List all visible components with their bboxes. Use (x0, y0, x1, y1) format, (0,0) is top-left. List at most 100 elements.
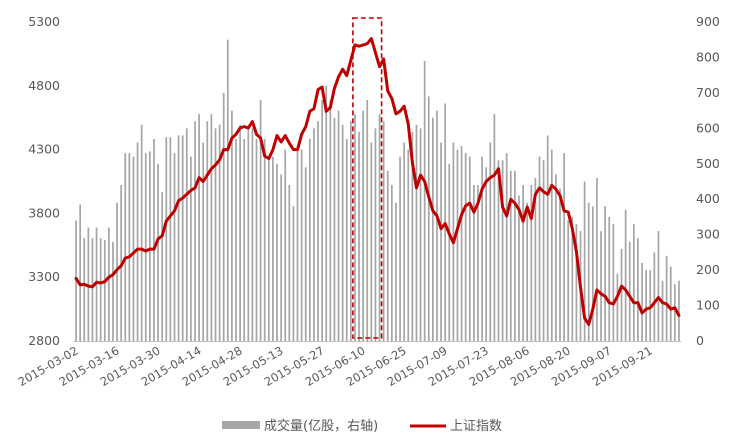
volume-bar (226, 39, 229, 341)
volume-bar (526, 202, 529, 341)
volume-bar (87, 227, 90, 341)
volume-bar (263, 138, 266, 341)
volume-bar (112, 241, 114, 341)
volume-bar (222, 92, 225, 341)
y-right-tick-label: 0 (696, 333, 704, 348)
volume-bar (239, 124, 241, 341)
volume-bar (382, 121, 385, 342)
y-left-tick-label: 2800 (28, 333, 60, 348)
volume-bar (399, 156, 401, 341)
volume-bar (559, 188, 561, 341)
volume-bar (587, 202, 590, 341)
volume-bar (79, 204, 82, 341)
volume-bar (395, 202, 397, 341)
volume-bar (108, 227, 110, 341)
volume-bar (501, 160, 504, 341)
volume-bar (313, 128, 315, 341)
volume-bar (210, 114, 213, 341)
volume-bar (596, 177, 598, 341)
y-left-tick-label: 5300 (28, 14, 60, 29)
volume-bar (124, 153, 127, 341)
volume-bar (673, 284, 676, 341)
y-right-tick-label: 500 (696, 156, 720, 171)
volume-bar (169, 137, 172, 341)
highlight-dashed-box (352, 17, 383, 339)
volume-bar (157, 163, 159, 341)
volume-bar (390, 185, 393, 341)
volume-bar (177, 135, 180, 341)
volume-bar (140, 124, 143, 341)
volume-bar (202, 142, 205, 341)
volume-bar (530, 185, 533, 341)
volume-bar (300, 149, 303, 341)
y-right-tick-label: 700 (696, 85, 720, 100)
volume-bar (542, 160, 545, 341)
volume-bar (415, 124, 418, 341)
volume-bar (296, 146, 299, 341)
volume-bar (149, 151, 151, 341)
volume-bar (83, 238, 86, 341)
volume-bar (591, 206, 594, 341)
volume-bar (374, 128, 377, 341)
volume-bar (128, 153, 131, 341)
volume-bar (628, 241, 631, 341)
volume-bar (153, 138, 155, 341)
volume-bar (665, 255, 668, 341)
volume-bar (91, 238, 94, 341)
volume-bar (288, 185, 291, 341)
volume-bar (657, 231, 660, 341)
volume-bar (333, 117, 336, 341)
volume-bar (99, 238, 102, 341)
volume-bar (489, 142, 492, 341)
volume-bar (468, 156, 471, 341)
volume-bar (546, 135, 549, 341)
volume-bar (436, 110, 438, 341)
volume-bar (185, 128, 188, 341)
volume-bars (75, 39, 680, 342)
volume-bar (284, 149, 287, 341)
volume-bar (509, 170, 512, 341)
volume-bar (477, 185, 479, 341)
volume-bar (460, 146, 463, 341)
volume-bar (538, 156, 541, 341)
y-right-tick-label: 900 (696, 14, 720, 29)
volume-bar (567, 220, 570, 341)
volume-bar (637, 238, 639, 341)
volume-bar (103, 239, 106, 341)
volume-bar (272, 156, 274, 341)
volume-bar (349, 121, 352, 342)
volume-bar (267, 160, 270, 341)
volume-bar (669, 266, 672, 341)
volume-bar (616, 273, 619, 341)
volume-bar (464, 153, 467, 341)
volume-bar (276, 163, 278, 341)
volume-bar (378, 114, 381, 341)
volume-bar (308, 138, 311, 341)
volume-bar (612, 224, 615, 341)
volume-bar (251, 128, 254, 341)
volume-bar (370, 142, 373, 341)
volume-bar (304, 167, 307, 341)
volume-bar (624, 209, 627, 341)
volume-bar (235, 138, 237, 341)
volume-bar (604, 206, 606, 341)
volume-bar (190, 156, 192, 341)
y-right-tick-label: 100 (696, 298, 720, 313)
volume-bar (411, 131, 414, 341)
volume-bar (325, 85, 328, 341)
volume-bar (366, 99, 369, 341)
volume-bar (641, 263, 643, 341)
index-line-layer (74, 37, 681, 326)
volume-bar (423, 60, 426, 342)
volume-bar (419, 128, 422, 341)
volume-bar (181, 135, 184, 341)
volume-bar (522, 185, 524, 341)
y-right-tick-label: 300 (696, 227, 720, 242)
volume-bar (440, 142, 442, 341)
volume-bar (505, 153, 508, 341)
volume-bar (132, 156, 135, 341)
volume-bar (136, 142, 139, 341)
volume-bar (173, 153, 176, 341)
volume-bar (661, 280, 664, 341)
volume-bar (321, 99, 323, 341)
